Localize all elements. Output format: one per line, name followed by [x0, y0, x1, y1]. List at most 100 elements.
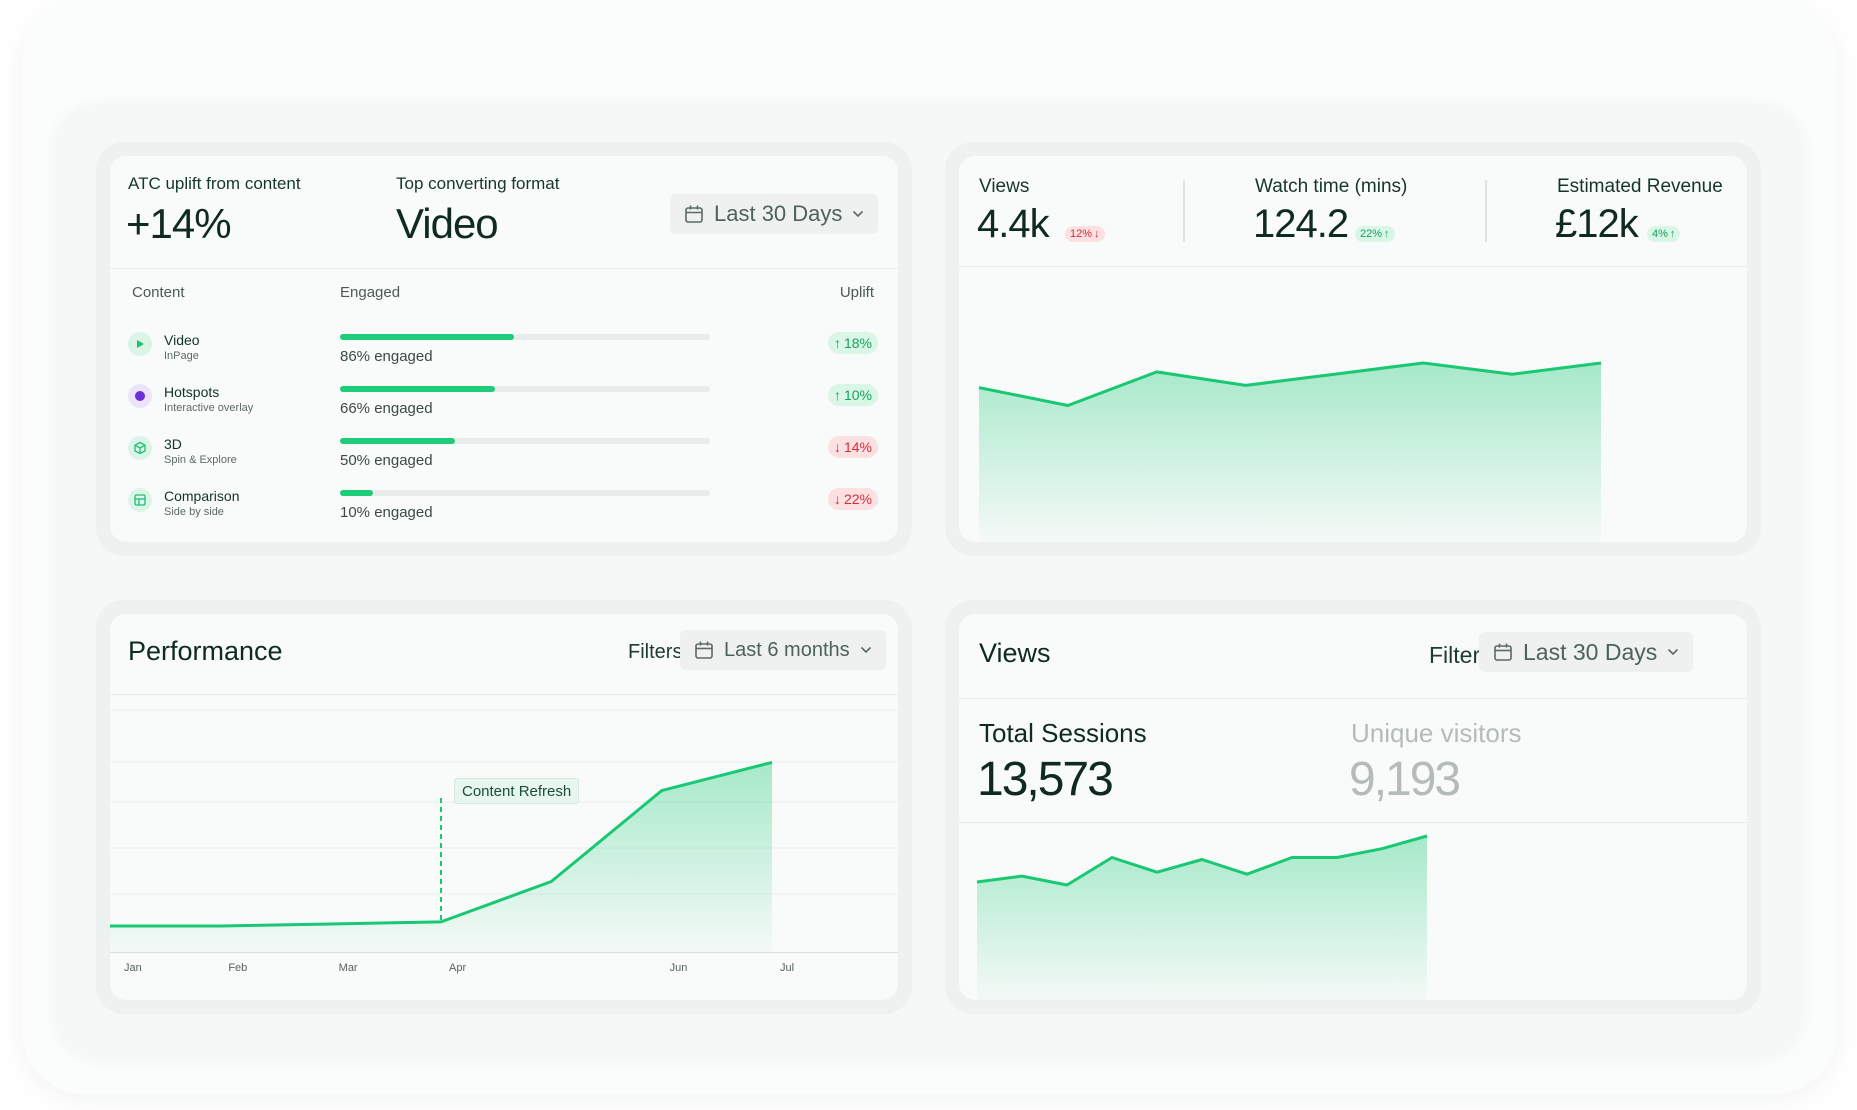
uplift-value: 22%	[843, 491, 872, 507]
column-header-content: Content	[132, 284, 185, 301]
performance-range-label: Last 6 months	[724, 638, 850, 661]
revenue-label: Estimated Revenue	[1557, 176, 1723, 197]
content-refresh-annotation: Content Refresh	[454, 778, 580, 804]
atc-uplift-value: +14%	[126, 200, 232, 247]
arrow-up-icon: ↑	[1669, 228, 1676, 240]
metric-separator	[1485, 180, 1487, 242]
engagement-bar	[340, 490, 374, 496]
atc-uplift-card-body: ATC uplift from content +14% Top convert…	[110, 156, 898, 542]
uplift-value: 10%	[843, 387, 872, 403]
row-subtitle: InPage	[164, 350, 199, 362]
row-title: Hotspots	[164, 384, 220, 400]
performance-title: Performance	[128, 636, 283, 666]
engagement-track	[340, 490, 710, 496]
month-tick-label: Apr	[449, 962, 467, 974]
column-header-engaged: Engaged	[340, 284, 401, 301]
views-value: 4.4k	[977, 202, 1050, 246]
atc-range-dropdown[interactable]: Last 30 Days	[670, 194, 879, 234]
top-format-label: Top converting format	[396, 174, 560, 193]
performance-range-dropdown[interactable]: Last 6 months	[680, 630, 886, 670]
metric-separator	[1183, 180, 1185, 242]
atc-uplift-card: ATC uplift from content +14% Top convert…	[96, 142, 912, 556]
views-sessions-card: Views Filters Last 30 Days Total Session…	[945, 600, 1761, 1014]
engagement-bar	[340, 386, 496, 392]
change-value: 22%	[1360, 228, 1383, 240]
revenue-change-badge: 4% ↑	[1647, 226, 1681, 242]
metrics-card-body: Views 4.4k 12% ↓ Watch time (mins) 124.2 …	[959, 156, 1747, 542]
engagement-track	[340, 386, 710, 392]
uplift-badge: ↑ 18%	[827, 332, 878, 354]
metrics-divider	[959, 266, 1747, 267]
arrow-up-icon: ↑	[833, 387, 841, 403]
chevron-down-icon	[1668, 648, 1679, 656]
performance-card: Performance Filters Last 6 months Conten…	[96, 600, 912, 1014]
views-title: Views	[979, 638, 1051, 668]
views-label: Views	[979, 176, 1030, 197]
row-subtitle: Interactive overlay	[164, 402, 254, 414]
engagement-text: 50% engaged	[340, 452, 433, 469]
engagement-text: 86% engaged	[340, 348, 433, 365]
views-range-label: Last 30 Days	[1523, 638, 1658, 665]
engagement-bar	[340, 438, 455, 444]
watch-time-value: 124.2	[1253, 202, 1349, 246]
total-sessions-label: Total Sessions	[979, 718, 1147, 748]
month-tick-label: Jun	[669, 962, 688, 974]
table-icon	[128, 488, 152, 512]
performance-chart	[110, 709, 898, 952]
month-tick-label: Mar	[338, 962, 358, 974]
chevron-down-icon	[860, 646, 871, 654]
arrow-down-icon: ↓	[833, 439, 841, 455]
performance-filters-button[interactable]: Filters	[628, 641, 683, 663]
row-title: Video	[164, 332, 200, 348]
views-trend-line	[978, 361, 1602, 407]
atc-uplift-label: ATC uplift from content	[128, 174, 301, 193]
uplift-value: 18%	[843, 335, 872, 351]
atc-divider	[110, 268, 898, 269]
row-title: 3D	[164, 436, 182, 452]
performance-area	[110, 762, 772, 952]
metrics-card: Views 4.4k 12% ↓ Watch time (mins) 124.2 …	[945, 142, 1761, 556]
views-trend-area	[979, 363, 1601, 542]
performance-divider	[110, 694, 898, 695]
views-trend-chart	[978, 361, 1602, 542]
change-value: 12%	[1070, 228, 1093, 240]
arrow-down-icon: ↓	[833, 491, 841, 507]
row-title: Comparison	[164, 488, 240, 504]
calendar-icon	[685, 205, 703, 223]
uplift-badge: ↓ 14%	[827, 436, 878, 458]
views-change-badge: 12% ↓	[1065, 226, 1105, 242]
hotspot-icon	[128, 384, 152, 408]
atc-range-label: Last 30 Days	[714, 201, 843, 226]
watch-time-label: Watch time (mins)	[1255, 176, 1408, 197]
engagement-bar	[340, 334, 514, 340]
month-tick-label: Jan	[124, 962, 142, 974]
calendar-icon	[1494, 643, 1512, 661]
watch-time-change-badge: 22% ↑	[1355, 226, 1395, 242]
sessions-chart	[976, 834, 1428, 1000]
total-sessions-value: 13,573	[977, 753, 1114, 806]
uplift-badge: ↑ 10%	[827, 384, 878, 406]
views-stats-divider	[959, 822, 1747, 823]
cube-icon	[128, 436, 152, 460]
sessions-area	[977, 836, 1427, 1000]
engagement-text: 10% engaged	[340, 504, 433, 521]
calendar-icon	[695, 641, 713, 659]
arrow-up-icon: ↑	[1384, 228, 1390, 240]
arrow-up-icon: ↑	[833, 335, 841, 351]
month-tick-label: Jul	[780, 962, 795, 974]
engagement-track	[340, 334, 710, 340]
performance-card-body: Performance Filters Last 6 months Conten…	[110, 614, 898, 1000]
play-icon	[128, 332, 152, 356]
engagement-track	[340, 438, 710, 444]
chevron-down-icon	[853, 210, 864, 218]
performance-axis-line	[110, 952, 898, 953]
views-sessions-card-body: Views Filters Last 30 Days Total Session…	[959, 614, 1747, 1000]
uplift-badge: ↓ 22%	[827, 488, 878, 510]
column-header-uplift: Uplift	[839, 284, 874, 301]
views-header-divider	[959, 698, 1747, 699]
top-format-value: Video	[396, 200, 499, 247]
engagement-text: 66% engaged	[340, 400, 433, 417]
views-range-dropdown[interactable]: Last 30 Days	[1479, 632, 1694, 672]
month-tick-label: Feb	[228, 962, 248, 974]
unique-visitors-label: Unique visitors	[1351, 718, 1522, 748]
